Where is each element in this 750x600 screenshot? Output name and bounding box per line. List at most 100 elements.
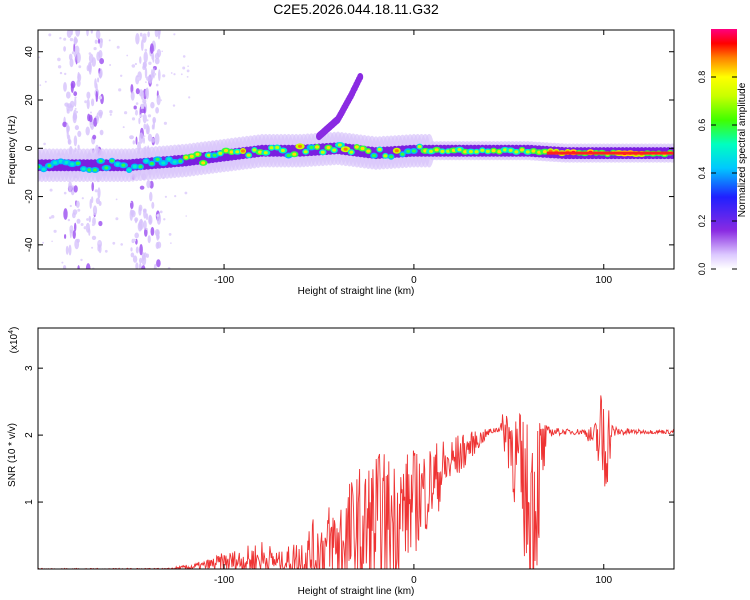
noise-speck: [72, 212, 76, 219]
noise-speck: [142, 61, 147, 68]
ridge-core: [485, 149, 490, 153]
noise-speck: [63, 72, 67, 76]
noise-speck: [86, 91, 91, 100]
y-tick-label: -40: [24, 237, 35, 252]
noise-speck: [66, 91, 71, 99]
noise-speck: [90, 30, 93, 34]
noise-speck: [72, 230, 76, 239]
ridge-core: [337, 143, 342, 147]
y-tick-label: 1: [24, 499, 35, 505]
noise-speck: [63, 265, 67, 269]
colorbar-tick-label: 0.6: [697, 119, 707, 132]
branch-band: [357, 73, 364, 81]
ridge-core: [235, 150, 240, 154]
noise-speck: [143, 137, 145, 144]
ridge-core: [75, 161, 80, 165]
noise-speck: [137, 221, 143, 232]
noise-speck: [143, 220, 147, 230]
noise-speck: [182, 55, 186, 58]
noise-speck: [76, 52, 81, 64]
noise-speck: [59, 37, 62, 40]
noise-speck: [148, 215, 153, 225]
noise-speck: [90, 124, 93, 127]
noise-speck: [156, 234, 160, 240]
noise-speck: [146, 180, 151, 189]
noise-speck: [138, 117, 141, 125]
ridge-core: [167, 157, 171, 161]
ridge-core: [537, 150, 542, 154]
ridge-core: [93, 168, 97, 172]
noise-speck: [156, 214, 160, 217]
noise-speck: [57, 57, 61, 62]
noise-speck: [85, 263, 91, 269]
noise-speck: [154, 133, 160, 145]
noise-speck: [99, 37, 103, 49]
noise-speck: [135, 33, 140, 45]
noise-speck: [132, 255, 138, 263]
ridge-core: [138, 165, 143, 169]
ridge-core: [411, 149, 416, 153]
ridge-core: [440, 149, 445, 153]
noise-speck: [77, 208, 81, 212]
noise-speck: [112, 241, 116, 245]
noise-speck: [95, 90, 99, 103]
snr-xlabel: Height of straight line (km): [298, 586, 415, 597]
noise-speck: [130, 91, 135, 101]
noise-speck: [86, 218, 89, 221]
noise-speck: [133, 238, 136, 242]
noise-speck: [80, 223, 84, 226]
noise-speck: [73, 135, 78, 147]
noise-speck: [70, 83, 74, 93]
noise-speck: [73, 36, 78, 46]
noise-speck: [77, 73, 82, 82]
noise-speck: [69, 204, 72, 208]
noise-speck: [92, 217, 96, 226]
ridge-core: [241, 149, 245, 153]
ridge-core: [252, 148, 257, 152]
noise-speck: [109, 110, 113, 114]
noise-speck: [49, 188, 53, 192]
noise-speck: [149, 43, 154, 54]
noise-speck: [131, 210, 136, 218]
noise-speck: [74, 238, 80, 250]
ridge-core: [212, 153, 217, 157]
noise-speck: [149, 191, 153, 202]
noise-speck: [168, 233, 172, 236]
x-tick-label: 100: [595, 275, 612, 286]
x-tick-label: -100: [214, 575, 234, 586]
colorbar-ticks: 0.0 0.2 0.4 0.6 0.8: [697, 71, 737, 275]
ridge-core: [383, 154, 388, 158]
noise-speck: [115, 198, 118, 201]
ridge-core: [406, 149, 411, 153]
noise-speck: [74, 125, 79, 131]
colorbar-gradient: [711, 29, 737, 269]
ridge-core: [457, 148, 462, 152]
noise-speck: [73, 91, 78, 97]
colorbar-label: Normalized spectral amplitude: [737, 82, 748, 217]
noise-speck: [143, 123, 147, 130]
noise-speck: [154, 57, 160, 65]
noise-speck: [96, 112, 99, 124]
noise-speck: [42, 241, 45, 244]
noise-speck: [98, 109, 103, 117]
ridge-core: [394, 149, 399, 153]
ridge-core: [41, 167, 46, 171]
spectrogram-heatmap: [38, 30, 674, 269]
noise-speck: [131, 64, 134, 67]
ridge-core: [326, 146, 331, 150]
noise-speck: [120, 74, 123, 78]
ridge-core: [309, 145, 314, 149]
noise-speck: [150, 101, 155, 109]
noise-speck: [139, 244, 143, 256]
ridge-core: [429, 149, 433, 153]
noise-speck: [147, 235, 151, 244]
ridge-core: [144, 159, 149, 163]
noise-speck: [133, 105, 137, 110]
y-tick-label: 20: [24, 94, 35, 106]
noise-speck: [161, 50, 163, 53]
ridge-core: [70, 162, 75, 166]
noise-speck: [118, 88, 122, 92]
noise-speck: [139, 32, 143, 37]
noise-speck: [86, 98, 90, 110]
noise-speck: [152, 52, 155, 63]
